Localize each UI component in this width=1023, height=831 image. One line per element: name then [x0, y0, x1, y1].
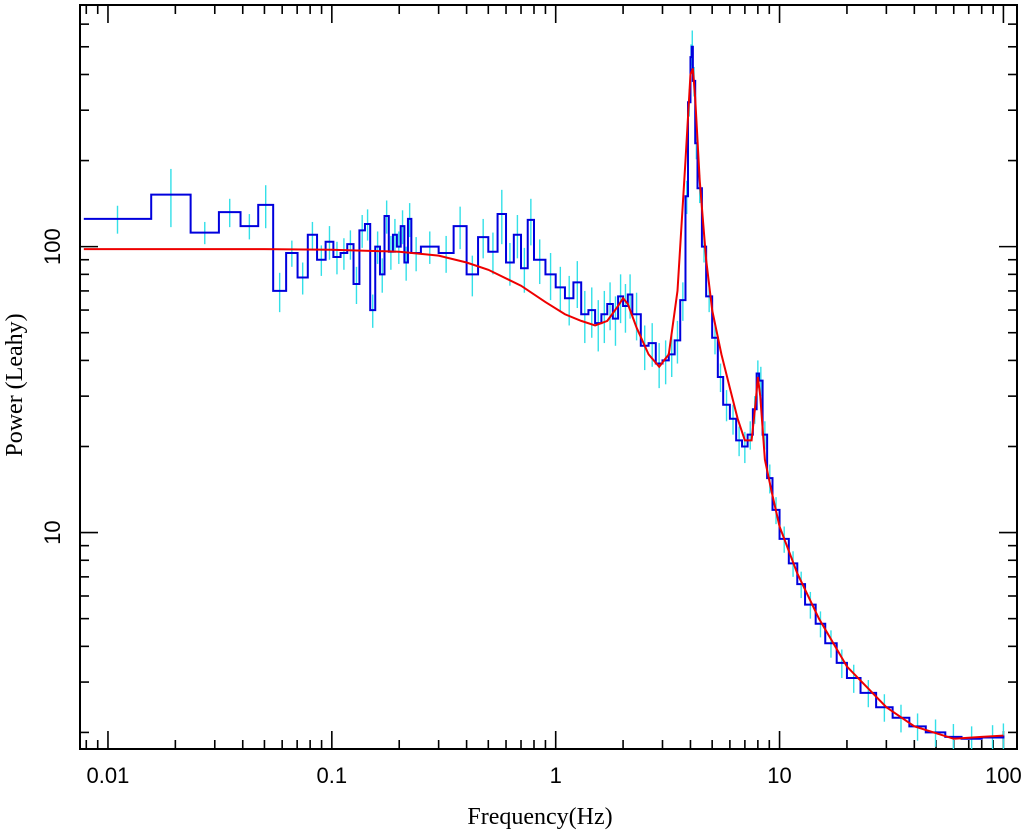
y-tick-label: 10: [40, 520, 65, 544]
y-axis-title: Power (Leahy): [2, 313, 28, 456]
x-tick-label: 0.01: [87, 763, 130, 788]
x-tick-labels: 0.01 0.1 1 10 100: [87, 763, 1022, 788]
model-series-line: [83, 68, 1004, 740]
plot-frame: [79, 4, 1018, 750]
x-tick-label: 100: [985, 763, 1022, 788]
error-bars: [116, 30, 1005, 749]
x-tick-label: 0.1: [317, 763, 348, 788]
x-tick-label: 1: [550, 763, 562, 788]
x-tick-label: 10: [767, 763, 791, 788]
y-axis-ticks: [80, 4, 1017, 734]
x-axis-ticks: [85, 5, 1005, 749]
y-tick-labels: 10 100: [40, 228, 65, 545]
x-axis-title: Frequency(Hz): [467, 804, 612, 830]
data-series-histogram: [83, 45, 1005, 740]
y-tick-label: 100: [40, 228, 65, 265]
